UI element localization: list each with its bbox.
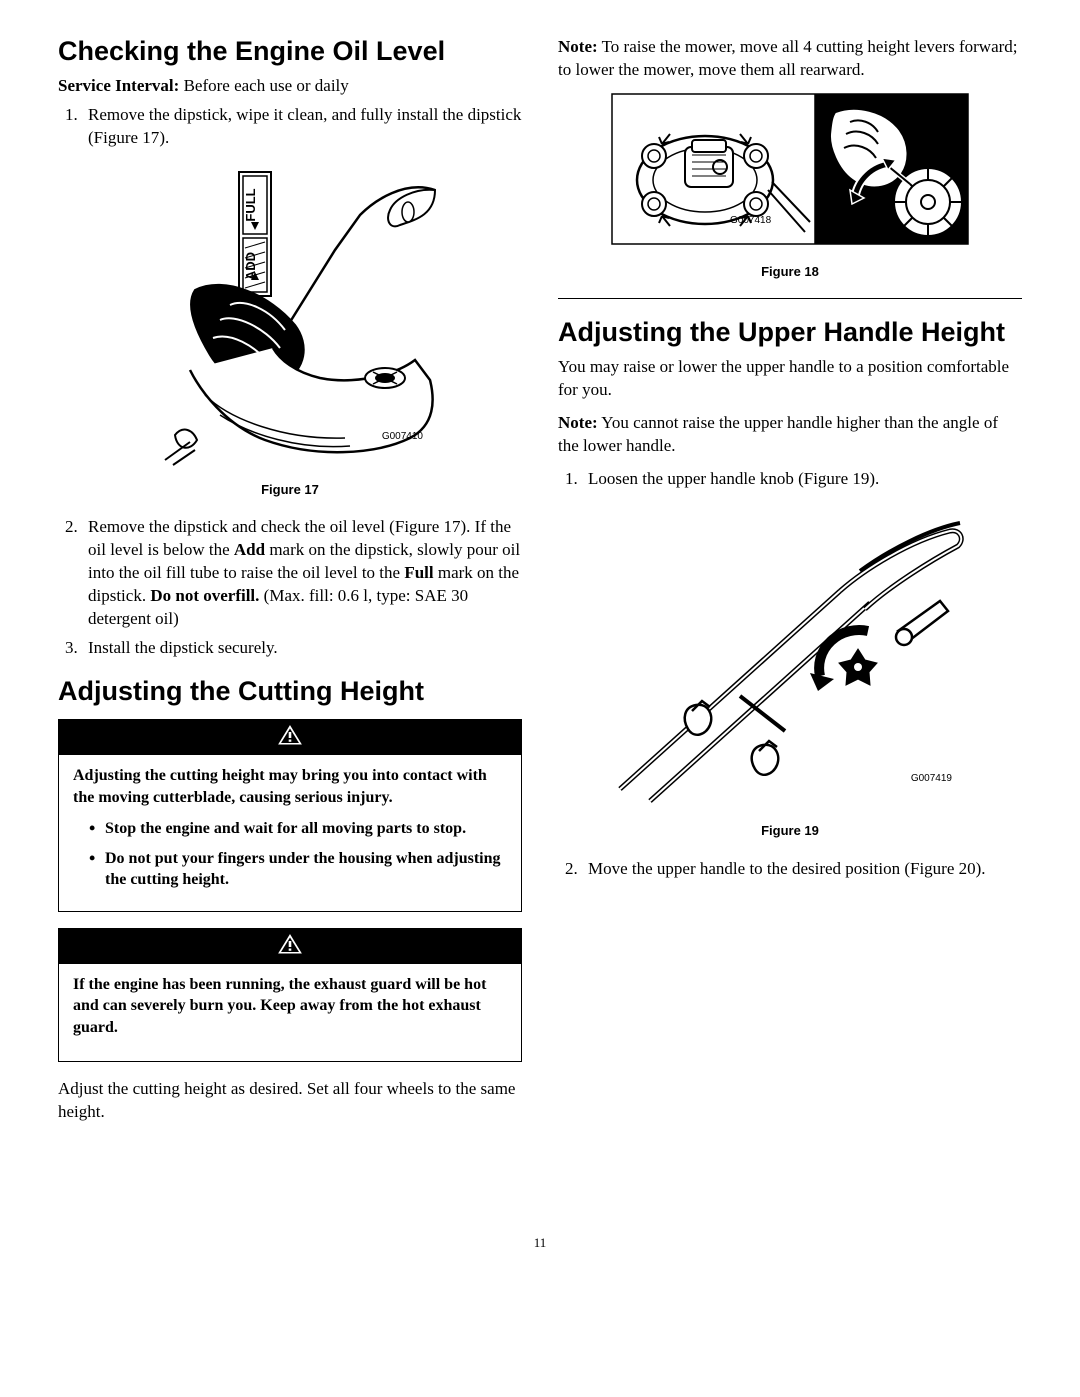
left-column: Checking the Engine Oil Level Service In…: [58, 36, 522, 1134]
warning-2-text: If the engine has been running, the exha…: [73, 974, 507, 1039]
oil-step-1: Remove the dipstick, wipe it clean, and …: [82, 104, 522, 150]
heading-upper-handle: Adjusting the Upper Handle Height: [558, 317, 1022, 348]
warning-header-1: [59, 720, 521, 755]
warning-icon: [278, 725, 302, 745]
service-interval-label: Service Interval:: [58, 76, 179, 95]
oil-step-2: Remove the dipstick and check the oil le…: [82, 516, 522, 631]
warning-header-2: [59, 929, 521, 964]
heading-cutting-height: Adjusting the Cutting Height: [58, 676, 522, 707]
figure-18: G007418 Figure 18: [558, 92, 1022, 280]
figure-17-svg: FULL ADD: [135, 160, 445, 470]
note-label-2: Note:: [558, 413, 598, 432]
handle-steps-2: Move the upper handle to the desired pos…: [558, 858, 1022, 881]
figure-19-svg: [610, 501, 970, 811]
upper-handle-intro: You may raise or lower the upper handle …: [558, 356, 1022, 402]
handle-step-2: Move the upper handle to the desired pos…: [582, 858, 1022, 881]
figure-18-svg: [610, 92, 970, 252]
figure-17: FULL ADD: [58, 160, 522, 498]
oil-steps-list-1: Remove the dipstick, wipe it clean, and …: [58, 104, 522, 150]
right-column: Note: To raise the mower, move all 4 cut…: [558, 36, 1022, 1134]
figure-17-code: G007410: [382, 430, 423, 444]
warning-box-1: Adjusting the cutting height may bring y…: [58, 719, 522, 912]
service-interval: Service Interval: Before each use or dai…: [58, 75, 522, 98]
warning-1-bullet-2: Do not put your fingers under the housin…: [89, 848, 507, 891]
warning-1-bullet-1: Stop the engine and wait for all moving …: [89, 818, 507, 840]
note-raise-lower: Note: To raise the mower, move all 4 cut…: [558, 36, 1022, 82]
two-column-layout: Checking the Engine Oil Level Service In…: [58, 36, 1022, 1134]
service-interval-value: Before each use or daily: [179, 76, 348, 95]
note-text-2: You cannot raise the upper handle higher…: [558, 413, 998, 455]
handle-steps-1: Loosen the upper handle knob (Figure 19)…: [558, 468, 1022, 491]
oil-step-3: Install the dipstick securely.: [82, 637, 522, 660]
oil-steps-list-2: Remove the dipstick and check the oil le…: [58, 516, 522, 660]
note-text: To raise the mower, move all 4 cutting h…: [558, 37, 1018, 79]
figure-19-label: Figure 19: [558, 822, 1022, 840]
handle-step-1: Loosen the upper handle knob (Figure 19)…: [582, 468, 1022, 491]
warning-1-intro: Adjusting the cutting height may bring y…: [73, 765, 507, 808]
warning-icon: [278, 934, 302, 954]
figure-19-code: G007419: [911, 772, 952, 786]
svg-text:FULL: FULL: [243, 188, 258, 221]
section-divider: [558, 298, 1022, 299]
figure-17-label: Figure 17: [58, 481, 522, 499]
figure-18-label: Figure 18: [558, 263, 1022, 281]
figure-19: G007419 Figure 19: [558, 501, 1022, 839]
warning-body-2: If the engine has been running, the exha…: [59, 964, 521, 1061]
heading-checking-oil: Checking the Engine Oil Level: [58, 36, 522, 67]
note-label: Note:: [558, 37, 598, 56]
upper-handle-note: Note: You cannot raise the upper handle …: [558, 412, 1022, 458]
warning-body-1: Adjusting the cutting height may bring y…: [59, 755, 521, 911]
svg-text:ADD: ADD: [243, 252, 258, 280]
page-number: 11: [58, 1234, 1022, 1252]
cutting-height-closing: Adjust the cutting height as desired. Se…: [58, 1078, 522, 1124]
figure-18-code: G007418: [730, 214, 771, 228]
warning-box-2: If the engine has been running, the exha…: [58, 928, 522, 1062]
